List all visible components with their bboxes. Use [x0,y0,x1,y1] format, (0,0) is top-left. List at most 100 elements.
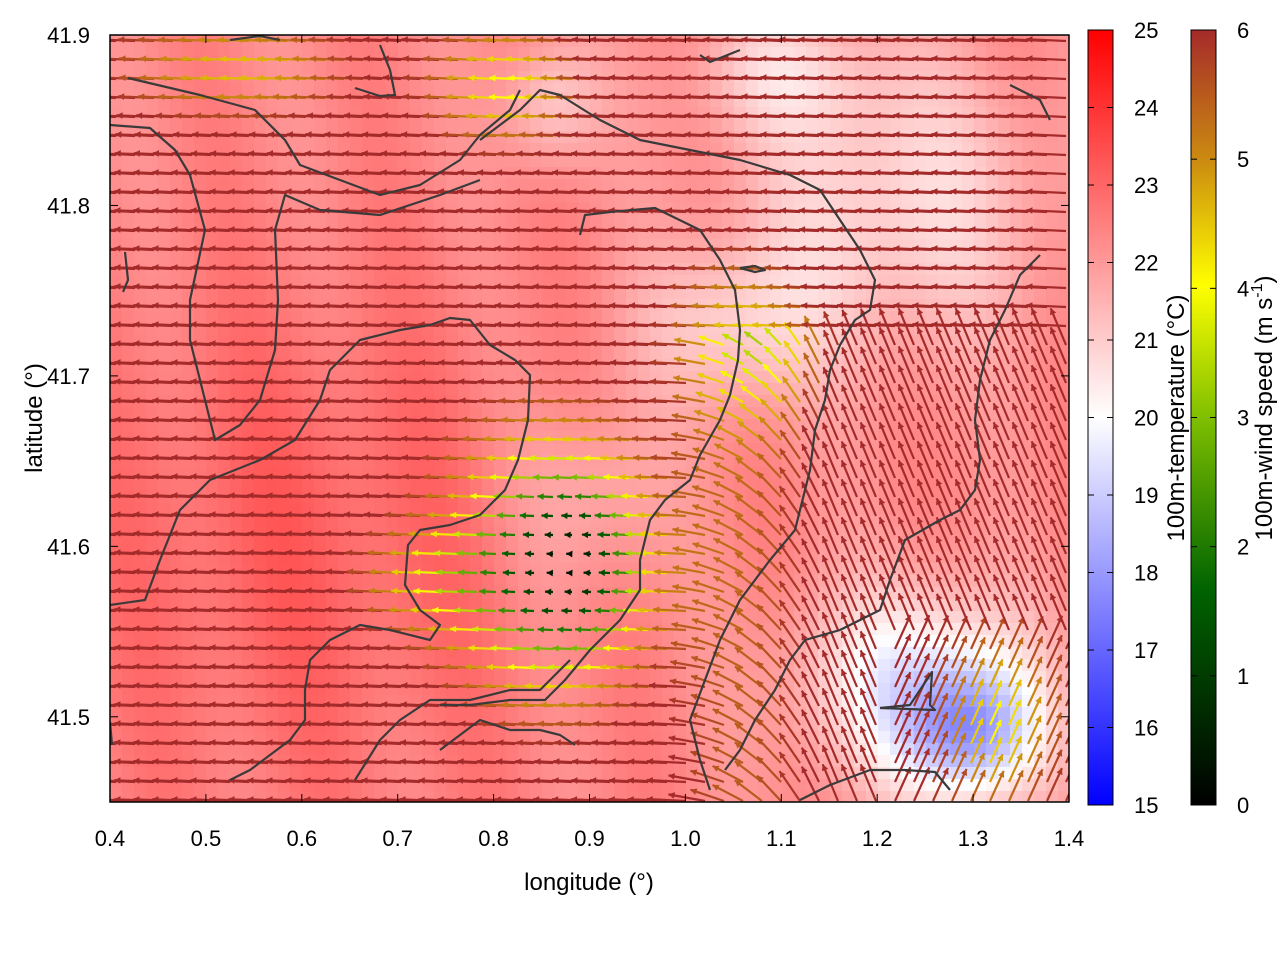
heatmap-cell [650,119,663,132]
heatmap-cell [554,551,567,564]
heatmap-cell [110,635,123,648]
heatmap-cell [518,635,531,648]
heatmap-cell [326,539,339,552]
heatmap-cell [386,575,399,588]
heatmap-cell [242,215,255,228]
heatmap-cell [290,635,303,648]
heatmap-cell [158,191,171,204]
heatmap-cell [338,119,351,132]
heatmap-cell [302,47,315,60]
heatmap-cell [194,611,207,624]
heatmap-cell [122,359,135,372]
heatmap-cell [206,287,219,300]
heatmap-cell [566,251,579,264]
heatmap-cell [482,347,495,360]
heatmap-cell [182,383,195,396]
heatmap-cell [914,287,927,300]
heatmap-cell [158,515,171,528]
heatmap-cell [194,119,207,132]
heatmap-cell [158,599,171,612]
heatmap-cell [734,83,747,96]
heatmap-cell [506,47,519,60]
heatmap-cell [278,83,291,96]
heatmap-cell [362,287,375,300]
heatmap-cell [290,515,303,528]
heatmap-cell [926,251,939,264]
heatmap-cell [626,767,639,780]
heatmap-cell [194,83,207,96]
heatmap-cell [698,155,711,168]
heatmap-cell [110,251,123,264]
heatmap-cell [758,119,771,132]
heatmap-cell [746,59,759,72]
heatmap-cell [770,251,783,264]
heatmap-cell [710,311,723,324]
heatmap-cell [854,215,867,228]
heatmap-cell [770,587,783,600]
heatmap-cell [350,515,363,528]
heatmap-cell [578,671,591,684]
heatmap-cell [134,155,147,168]
heatmap-cell [194,599,207,612]
heatmap-cell [218,383,231,396]
heatmap-cell [254,707,267,720]
heatmap-cell [350,143,363,156]
heatmap-cell [266,479,279,492]
heatmap-cell [506,671,519,684]
heatmap-cell [134,215,147,228]
heatmap-cell [350,383,363,396]
heatmap-cell [314,515,327,528]
heatmap-cell [302,59,315,72]
heatmap-cell [782,311,795,324]
heatmap-cell [350,275,363,288]
heatmap-cell [806,203,819,216]
heatmap-cell [458,59,471,72]
heatmap-cell [530,707,543,720]
heatmap-cell [482,539,495,552]
heatmap-cell [482,251,495,264]
heatmap-cell [302,251,315,264]
heatmap-cell [566,347,579,360]
heatmap-cell [386,599,399,612]
heatmap-cell [398,251,411,264]
heatmap-cell [914,83,927,96]
heatmap-cell [386,539,399,552]
heatmap-cell [302,275,315,288]
heatmap-cell [926,119,939,132]
heatmap-cell [230,71,243,84]
heatmap-cell [134,515,147,528]
heatmap-cell [470,587,483,600]
heatmap-cell [410,407,423,420]
heatmap-cell [890,155,903,168]
heatmap-cell [638,503,651,516]
heatmap-cell [170,119,183,132]
heatmap-cell [386,155,399,168]
heatmap-cell [518,119,531,132]
heatmap-cell [362,119,375,132]
heatmap-cell [170,251,183,264]
heatmap-cell [158,347,171,360]
heatmap-cell [110,539,123,552]
heatmap-cell [722,311,735,324]
heatmap-cell [134,59,147,72]
heatmap-cell [506,119,519,132]
heatmap-cell [122,383,135,396]
heatmap-cell [242,743,255,756]
heatmap-cell [362,671,375,684]
heatmap-cell [350,47,363,60]
heatmap-cell [326,587,339,600]
heatmap-cell [206,191,219,204]
heatmap-cell [374,671,387,684]
heatmap-cell [854,119,867,132]
heatmap-cell [650,587,663,600]
heatmap-cell [230,707,243,720]
heatmap-cell [530,539,543,552]
heatmap-cell [254,419,267,432]
heatmap-cell [494,47,507,60]
heatmap-cell [602,587,615,600]
heatmap-cell [554,155,567,168]
heatmap-cell [734,311,747,324]
heatmap-cell [110,575,123,588]
heatmap-cell [302,539,315,552]
heatmap-cell [470,575,483,588]
